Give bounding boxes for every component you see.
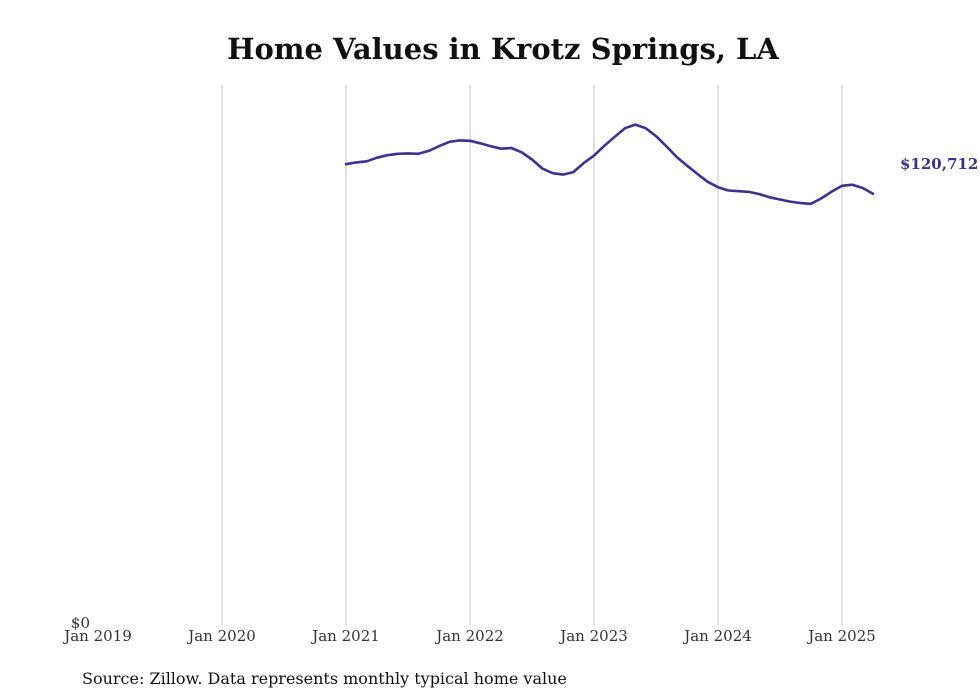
- source-note: Source: Zillow. Data represents monthly …: [82, 669, 567, 688]
- x-tick-label: Jan 2019: [62, 627, 132, 645]
- x-tick-label: Jan 2022: [434, 627, 504, 645]
- x-tick-label: Jan 2023: [558, 627, 628, 645]
- gridlines: [221, 85, 843, 625]
- series-line: [344, 123, 875, 206]
- x-tick-label: Jan 2020: [186, 627, 256, 645]
- end-value-label: $120,712: [900, 155, 978, 173]
- y-tick-label: $0: [71, 614, 90, 632]
- x-tick-label: Jan 2024: [682, 627, 752, 645]
- chart-title: Home Values in Krotz Springs, LA: [227, 32, 779, 66]
- x-axis-ticks: Jan 2019 Jan 2020 Jan 2021 Jan 2022 Jan 2023…: [62, 627, 876, 645]
- x-tick-label: Jan 2025: [806, 627, 876, 645]
- x-tick-label: Jan 2021: [310, 627, 380, 645]
